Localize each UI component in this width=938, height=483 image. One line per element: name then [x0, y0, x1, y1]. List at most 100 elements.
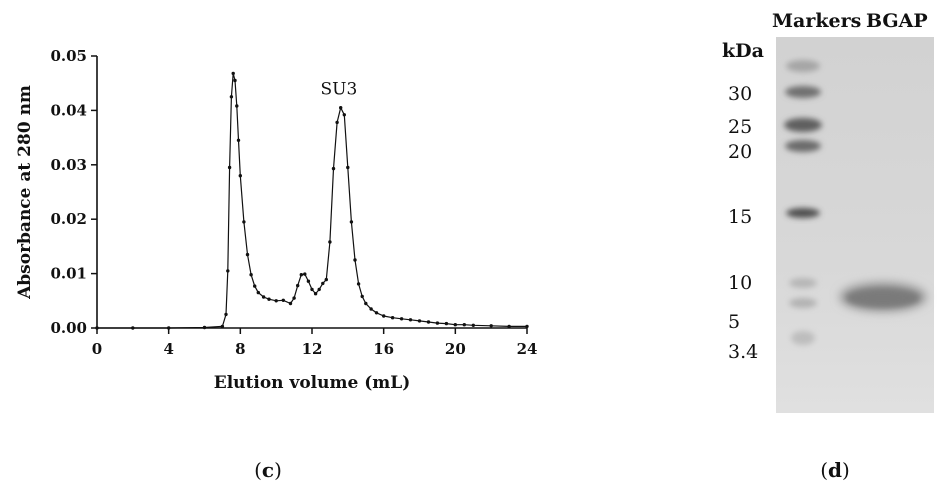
data-point: [313, 292, 318, 296]
data-point: [167, 326, 171, 330]
kda-unit-label: kDa: [722, 40, 764, 62]
x-tick-label: 16: [373, 340, 394, 358]
data-point: [202, 325, 207, 330]
data-point: [95, 326, 99, 330]
peak-annotation-su3: SU3: [320, 80, 357, 100]
data-point: [342, 113, 346, 117]
y-axis-ticks: 0.00 0.01 0.02 0.03 0.04 0.05: [50, 47, 97, 337]
mw-label-15: 15: [728, 206, 752, 228]
y-tick-label: 0.05: [50, 47, 87, 65]
y-tick-label: 0.00: [50, 319, 87, 337]
molecular-weight-labels: 30 25 20 15 10 5 3.4: [728, 83, 758, 363]
data-point: [303, 272, 307, 276]
lane-label-markers: Markers: [772, 10, 861, 32]
mw-label-10: 10: [728, 272, 752, 294]
data-point: [253, 284, 257, 288]
marker-band-3-4: [791, 331, 815, 345]
data-point: [349, 220, 354, 224]
data-point: [390, 316, 395, 320]
x-tick-label: 0: [92, 340, 102, 358]
panel-label-c-letter: c: [262, 458, 274, 482]
data-point: [131, 326, 135, 330]
x-axis-title: Elution volume (mL): [214, 373, 411, 393]
data-point: [462, 323, 466, 327]
data-point: [331, 166, 336, 171]
data-point: [227, 165, 232, 170]
data-point: [245, 252, 250, 257]
x-tick-label: 12: [302, 340, 323, 358]
x-tick-label: 24: [517, 340, 538, 358]
x-tick-label: 4: [163, 340, 173, 358]
data-point: [256, 290, 260, 295]
mw-label-5: 5: [728, 311, 740, 333]
marker-lane-bands: [784, 60, 822, 345]
data-point: [220, 324, 225, 329]
y-tick-label: 0.04: [50, 101, 87, 119]
data-point: [317, 287, 321, 292]
data-point: [346, 165, 350, 170]
data-point: [374, 311, 379, 315]
data-point: [399, 317, 404, 321]
bgap-band-core: [847, 289, 919, 307]
data-point: [233, 78, 237, 83]
x-tick-label: 20: [445, 340, 466, 358]
data-point: [321, 281, 325, 286]
data-point: [356, 282, 361, 286]
data-point: [417, 319, 422, 323]
data-point: [471, 323, 475, 327]
data-point: [238, 174, 242, 178]
data-point: [281, 298, 285, 302]
data-point: [236, 138, 241, 142]
data-point: [426, 320, 431, 324]
data-point: [296, 283, 300, 288]
gel-panel: Markers BGAP kDa 30 25 20 15 10 5 3.4 (d): [722, 10, 934, 482]
y-tick-label: 0.02: [50, 210, 87, 228]
data-point: [360, 294, 364, 299]
y-tick-label: 0.03: [50, 156, 87, 174]
data-point: [306, 279, 311, 283]
elution-chart: 0.00 0.01 0.02 0.03 0.04 0.05 0 4 8 12 16 20 24 SU3…: [15, 47, 537, 482]
panel-label-d-letter: d: [828, 458, 842, 482]
absorbance-series-points: [95, 71, 529, 330]
data-point: [267, 297, 271, 301]
data-point: [364, 301, 368, 306]
data-point: [525, 324, 529, 329]
data-point: [242, 220, 246, 224]
data-point: [249, 273, 253, 277]
marker-band-top-smear: [786, 60, 820, 72]
data-point: [444, 321, 449, 326]
mw-label-30: 30: [728, 83, 752, 105]
mw-label-20: 20: [728, 141, 752, 163]
marker-band-30: [785, 86, 821, 98]
x-tick-label: 8: [235, 340, 245, 358]
y-axis-title: Absorbance at 280 nm: [15, 85, 35, 300]
data-point: [229, 95, 234, 99]
data-point: [453, 323, 457, 327]
data-point: [353, 258, 357, 262]
data-point: [382, 314, 386, 318]
data-point: [292, 296, 296, 300]
data-point: [324, 277, 328, 282]
data-point: [435, 321, 440, 325]
data-point: [274, 299, 278, 303]
data-point: [507, 324, 511, 329]
data-point: [288, 301, 293, 306]
gel-image: [776, 37, 934, 413]
data-point: [235, 104, 239, 108]
marker-band-5: [789, 298, 817, 308]
data-point: [339, 106, 343, 110]
data-point: [231, 71, 235, 76]
x-axis-ticks: 0 4 8 12 16 20 24: [92, 328, 538, 358]
mw-label-3-4: 3.4: [728, 341, 758, 363]
y-tick-label: 0.01: [50, 265, 87, 283]
data-point: [369, 307, 373, 311]
data-point: [408, 318, 413, 322]
data-point: [328, 240, 332, 244]
data-point: [299, 273, 303, 277]
data-point: [261, 295, 266, 299]
marker-band-20: [785, 140, 821, 152]
data-point: [335, 120, 339, 125]
panel-label-c: (c): [254, 458, 282, 482]
data-point: [310, 287, 314, 292]
data-point: [224, 312, 228, 317]
